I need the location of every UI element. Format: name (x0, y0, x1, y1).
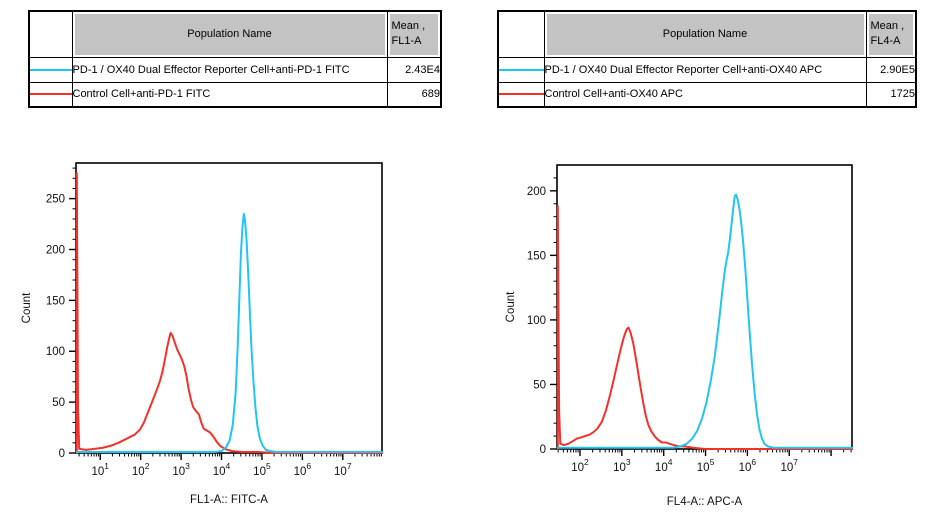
y-tick-label: 100 (527, 315, 546, 327)
series-swatch-cell (497, 81, 545, 108)
table-row: Control Cell+anti-PD-1 FITC 689 (28, 81, 442, 108)
x-tick-label: 105 (697, 457, 715, 474)
y-tick-label: 50 (52, 397, 65, 409)
legend-header-row: Population Name Mean , FL1-A (28, 10, 442, 58)
x-tick-label: 106 (739, 457, 757, 474)
legend-header-row: Population Name Mean , FL4-A (497, 10, 917, 58)
x-tick-label: 104 (213, 461, 231, 478)
reporter-cell-color-swatch (30, 68, 71, 71)
y-axis-title: Count (505, 291, 517, 322)
series-swatch-cell (497, 56, 545, 83)
y-tick-label: 100 (46, 346, 65, 358)
y-tick-label: 0 (59, 448, 65, 460)
plot-frame (75, 162, 383, 454)
population-name: PD-1 / OX40 Dual Effector Reporter Cell+… (543, 56, 867, 83)
y-tick-label: 0 (540, 444, 546, 456)
histogram-curve (75, 212, 383, 453)
mean-header-line1: Mean , (870, 20, 905, 33)
y-tick-label: 200 (527, 186, 546, 198)
mean-header-line2: FL4-A (870, 35, 901, 48)
x-tick-label: 101 (91, 461, 109, 478)
x-tick-label: 107 (780, 457, 798, 474)
y-tick-label: 150 (46, 295, 65, 307)
x-tick-label: 104 (655, 457, 673, 474)
y-tick-label: 250 (46, 194, 65, 206)
population-name-header: Population Name (71, 10, 388, 58)
reporter-cell-color-swatch (499, 68, 543, 71)
control-cell-color-swatch (30, 93, 71, 96)
x-axis-title: FL4-A:: APC-A (667, 496, 743, 508)
table-row: Control Cell+anti-OX40 APC 1725 (497, 81, 917, 108)
x-tick-label: 105 (253, 461, 271, 478)
mean-header: Mean , FL1-A (386, 10, 442, 58)
population-name-header: Population Name (543, 10, 867, 58)
mean-header-line2: FL1-A (391, 35, 422, 48)
y-tick-label: 200 (46, 244, 65, 256)
histogram-curve (75, 172, 383, 454)
population-name: PD-1 / OX40 Dual Effector Reporter Cell+… (71, 56, 388, 83)
series-swatch-cell (28, 56, 73, 83)
x-tick-label: 103 (172, 461, 190, 478)
x-tick-label: 106 (294, 461, 312, 478)
histogram-curve (556, 205, 853, 450)
mean-value: 2.43E4 (386, 56, 442, 83)
control-cell-color-swatch (499, 93, 543, 96)
legend-table-fl1: Population Name Mean , FL1-A PD-1 / OX40… (28, 10, 442, 108)
y-tick-label: 150 (527, 250, 546, 262)
histogram-curve (556, 193, 853, 449)
population-name: Control Cell+anti-OX40 APC (543, 81, 867, 108)
fl4-apc-histogram: 0 50 100 150 200 102 103 104 105 106 107 Count FL4-A… (505, 164, 853, 508)
legend-corner-cell (28, 10, 73, 58)
fl1-fitc-histogram: 0 50 100 150 200 250 101 102 103 104 105 106 107 Coun… (21, 162, 383, 506)
x-axis-title: FL1-A:: FITC-A (190, 494, 268, 506)
mean-value: 1725 (865, 81, 917, 108)
y-axis-title: Count (21, 292, 33, 323)
table-row: PD-1 / OX40 Dual Effector Reporter Cell+… (497, 56, 917, 83)
x-tick-label: 103 (613, 457, 631, 474)
x-tick-label: 102 (571, 457, 589, 474)
legend-corner-cell (497, 10, 545, 58)
table-row: PD-1 / OX40 Dual Effector Reporter Cell+… (28, 56, 442, 83)
x-tick-label: 107 (334, 461, 352, 478)
mean-value: 2.90E5 (865, 56, 917, 83)
mean-header-line1: Mean , (391, 20, 426, 33)
mean-value: 689 (386, 81, 442, 108)
legend-table-fl4: Population Name Mean , FL4-A PD-1 / OX40… (497, 10, 917, 108)
series-swatch-cell (28, 81, 73, 108)
population-name: Control Cell+anti-PD-1 FITC (71, 81, 388, 108)
mean-header: Mean , FL4-A (865, 10, 917, 58)
x-tick-label: 102 (132, 461, 150, 478)
y-tick-label: 50 (533, 379, 546, 391)
